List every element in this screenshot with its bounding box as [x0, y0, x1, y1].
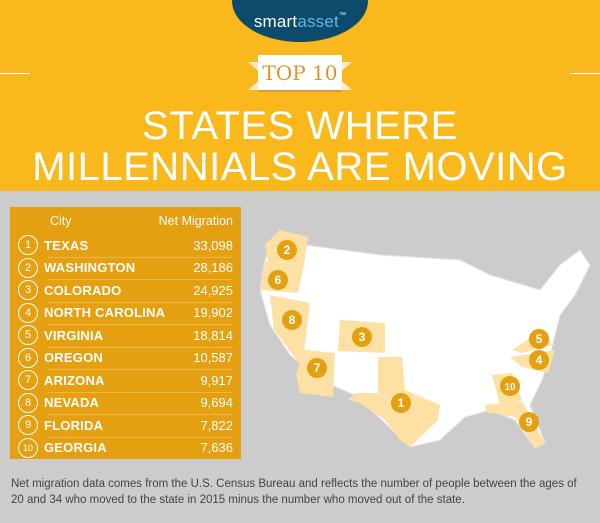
rank-badge: 4 [18, 302, 38, 323]
logo-tm: ™ [338, 12, 347, 19]
us-map: 1 2 3 4 5 6 7 8 9 10 [260, 229, 591, 449]
page-title-line2: MILLENNIALS ARE MOVING [32, 145, 568, 189]
logo-asset: asset [297, 12, 339, 31]
svg-text:2: 2 [284, 243, 291, 257]
svg-text:8: 8 [289, 313, 296, 327]
rank-badge: 6 [18, 347, 38, 368]
ribbon-line-right [570, 73, 600, 74]
table-row: 6 OREGON 10,587 [18, 346, 233, 370]
svg-text:7: 7 [314, 361, 321, 375]
table-row: 7 ARIZONA 9,917 [18, 369, 233, 392]
state-name: NEVADA [44, 395, 100, 411]
table-row: 5 VIRGINIA 18,814 [18, 324, 233, 347]
table-row: 2 WASHINGTON 28,186 [18, 256, 233, 280]
rank-badge: 9 [18, 415, 38, 436]
rank-badge: 7 [18, 370, 38, 391]
table-header: City Net Migration [18, 207, 233, 234]
state-nevada [270, 295, 310, 367]
svg-text:1: 1 [398, 396, 405, 410]
svg-text:5: 5 [536, 332, 543, 346]
state-name: WASHINGTON [44, 260, 136, 276]
net-migration-value: 28,186 [193, 260, 233, 276]
ribbon-line-left [0, 73, 30, 74]
table-row: 1 TEXAS 33,098 [18, 234, 233, 257]
net-migration-value: 24,925 [193, 282, 233, 298]
state-name: COLORADO [44, 282, 122, 298]
rank-badge: 5 [18, 325, 38, 346]
net-migration-value: 19,902 [193, 305, 233, 321]
net-migration-value: 7,636 [200, 440, 233, 456]
state-name: NORTH CAROLINA [44, 305, 166, 321]
state-name: GEORGIA [44, 440, 107, 456]
state-name: ARIZONA [44, 372, 105, 388]
page-title-line1: STATES WHERE [142, 104, 458, 148]
svg-text:4: 4 [536, 353, 543, 367]
footnote: Net migration data comes from the U.S. C… [11, 478, 577, 506]
table-row: 9 FLORIDA 7,822 [18, 414, 233, 437]
net-migration-value: 33,098 [193, 237, 233, 253]
rank-badge: 1 [18, 235, 38, 256]
net-migration-value: 9,917 [200, 372, 233, 388]
col-city: City [50, 213, 72, 228]
rank-badge: 2 [18, 257, 38, 278]
state-name: TEXAS [44, 237, 89, 253]
rank-badge: 8 [18, 392, 38, 413]
top10-ribbon: TOP 10 [258, 55, 342, 90]
net-migration-value: 9,694 [200, 395, 233, 411]
smartasset-logo: smartasset™ [232, 0, 368, 42]
rank-badge: 10 [18, 437, 38, 458]
state-name: VIRGINIA [44, 327, 104, 343]
table-row: 4 NORTH CAROLINA 19,902 [18, 301, 233, 325]
state-name: OREGON [44, 350, 103, 366]
svg-text:6: 6 [275, 273, 282, 287]
col-net-migration: Net Migration [158, 213, 233, 228]
table-row: 3 COLORADO 24,925 [18, 279, 233, 302]
net-migration-value: 7,822 [200, 417, 233, 433]
svg-text:10: 10 [504, 382, 516, 393]
table-row: 10 GEORGIA 7,636 [18, 436, 233, 460]
net-migration-value: 18,814 [193, 327, 233, 343]
svg-text:9: 9 [526, 415, 533, 429]
state-name: FLORIDA [44, 417, 104, 433]
header-banner: smartasset™ TOP 10 STATES WHERE MILLENNI… [0, 0, 600, 191]
logo-smart: smart [253, 12, 298, 31]
ranking-table: City Net Migration 1 TEXAS 33,098 2 WASHING… [10, 207, 241, 459]
table-row: 8 NEVADA 9,694 [18, 391, 233, 415]
rank-badge: 3 [18, 280, 38, 301]
rank-markers [268, 240, 549, 432]
net-migration-value: 10,587 [193, 350, 233, 366]
svg-text:3: 3 [359, 330, 366, 344]
state-florida [485, 401, 545, 448]
